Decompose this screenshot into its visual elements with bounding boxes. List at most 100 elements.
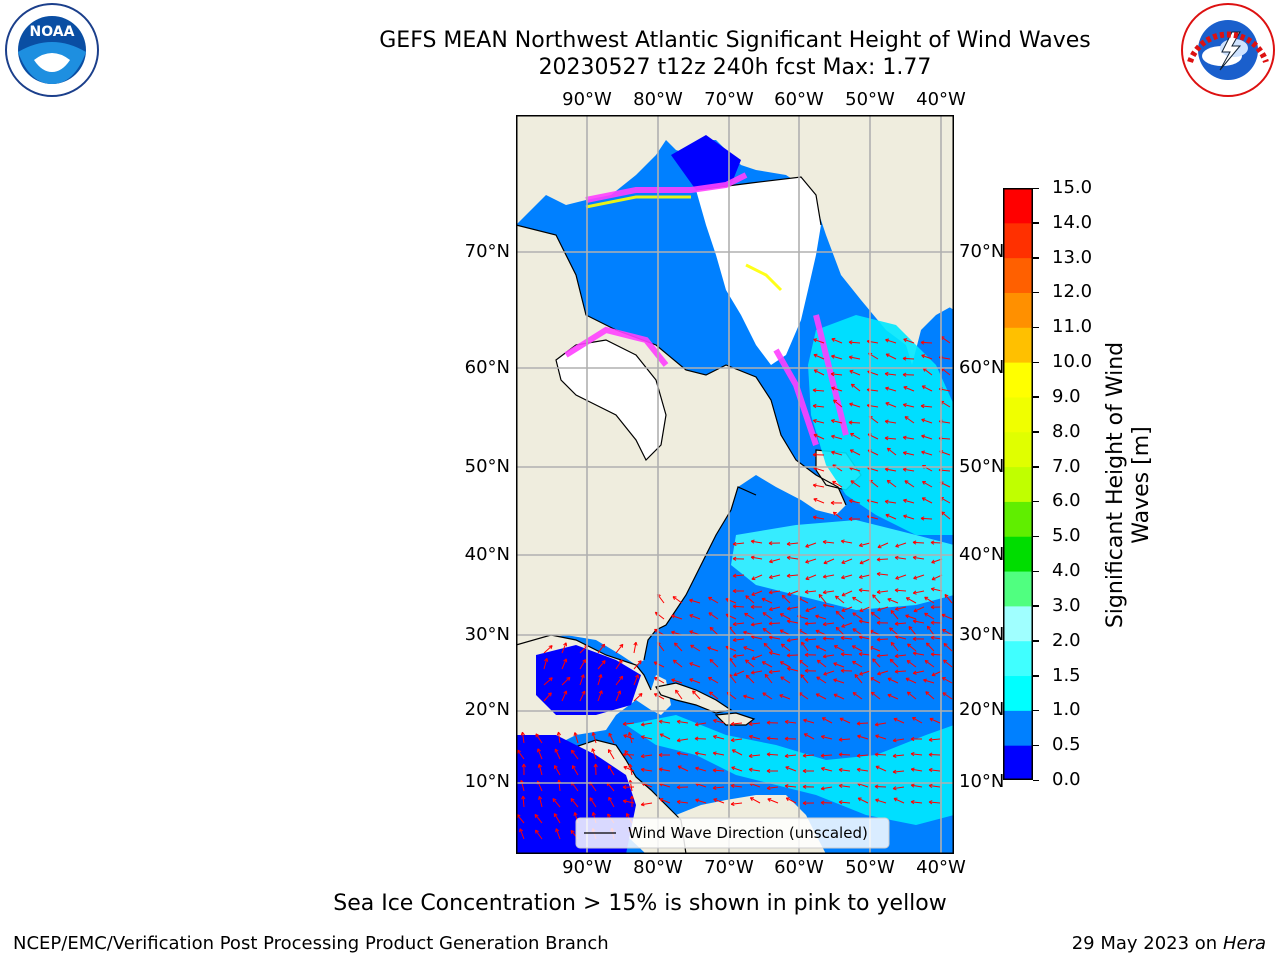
wave-direction-arrow (787, 590, 799, 596)
wave-direction-arrowhead (856, 768, 861, 772)
wave-direction-arrow (921, 435, 933, 440)
wave-direction-arrow (893, 797, 905, 804)
wave-direction-arrow (890, 610, 899, 620)
wave-direction-arrow (877, 542, 889, 548)
wave-direction-arrowhead (892, 740, 897, 743)
wave-direction-arrow (852, 692, 863, 700)
wave-direction-arrowhead (619, 675, 623, 679)
wave-direction-arrow (929, 718, 941, 724)
colorbar-band (1003, 605, 1033, 642)
wave-direction-arrowhead (840, 670, 845, 673)
wave-direction-arrowhead (876, 655, 881, 658)
wave-direction-arrow (654, 693, 665, 700)
wave-direction-arrowhead (695, 724, 699, 727)
wave-direction-arrowhead (838, 769, 843, 773)
wave-direction-arrow (907, 691, 917, 700)
wave-direction-arrowhead (766, 753, 771, 757)
wave-direction-arrowhead (930, 622, 935, 625)
wave-direction-arrow (713, 798, 725, 804)
lon-label-top-70w: 70°W (704, 89, 754, 110)
wave-direction-arrowhead (694, 738, 699, 741)
wave-direction-arrow (761, 598, 773, 604)
wave-direction-arrowhead (892, 788, 897, 791)
wave-direction-arrowhead (922, 368, 926, 372)
wave-direction-arrow (787, 667, 799, 672)
wave-direction-arrow (929, 801, 941, 804)
chart-title-line1: GEFS MEAN Northwest Atlantic Significant… (379, 28, 1091, 53)
wave-direction-arrowhead (618, 659, 623, 662)
wave-direction-arrow (942, 692, 953, 700)
wave-direction-arrowhead (905, 597, 909, 601)
wave-direction-arrowhead (787, 667, 791, 671)
wave-direction-arrowhead (744, 613, 747, 617)
wave-direction-arrow (606, 782, 615, 792)
wave-direction-arrowhead (769, 577, 773, 580)
wave-direction-arrowhead (831, 355, 835, 359)
wave-direction-arrowhead (743, 631, 747, 635)
wave-direction-arrowhead (689, 662, 693, 667)
wave-direction-arrow (885, 500, 897, 504)
wave-direction-arrow (769, 590, 781, 594)
wave-direction-arrow (804, 733, 815, 740)
wave-direction-arrow (633, 642, 637, 654)
wave-direction-arrowhead (624, 750, 627, 755)
colorbar-tick-mark (1033, 744, 1039, 747)
wave-direction-arrow (823, 670, 835, 676)
wave-direction-arrowhead (920, 517, 925, 521)
wave-direction-arrowhead (912, 717, 915, 721)
wave-direction-arrow (538, 764, 543, 776)
wave-direction-arrowhead (941, 614, 945, 618)
wave-direction-arrowhead (928, 785, 933, 788)
wave-direction-arrowhead (926, 626, 929, 630)
wave-direction-arrowhead (902, 436, 907, 440)
wave-direction-arrow (889, 658, 899, 668)
wave-direction-arrowhead (812, 516, 817, 520)
wave-direction-arrow (787, 542, 799, 545)
colorbar-tick-mark (1033, 535, 1039, 538)
wave-direction-arrow (787, 556, 799, 560)
land-cuba (656, 683, 731, 713)
land-hudson-bay (556, 340, 666, 460)
wave-direction-arrowhead (692, 690, 694, 695)
wave-direction-arrowhead (822, 637, 827, 641)
wave-direction-arrowhead (856, 755, 861, 758)
wave-direction-arrow (769, 574, 781, 579)
wave-direction-arrowhead (859, 545, 863, 548)
wave-direction-arrowhead (768, 636, 773, 640)
wave-direction-arrow (820, 754, 833, 757)
wave-direction-arrowhead (623, 734, 627, 739)
wave-direction-arrow (653, 661, 665, 668)
wave-direction-arrowhead (591, 748, 593, 753)
wave-direction-arrowhead (709, 691, 712, 696)
wave-direction-arrow (624, 750, 633, 760)
wave-direction-arrow (893, 718, 905, 724)
wave-direction-arrow (633, 674, 639, 686)
wave-direction-arrow (804, 638, 817, 641)
wave-direction-arrowhead (850, 383, 854, 388)
wave-direction-arrow (543, 692, 552, 702)
wave-direction-arrow (893, 738, 905, 742)
wave-direction-arrowhead (709, 627, 712, 631)
wave-direction-arrow (766, 753, 779, 756)
wave-direction-arrow (733, 574, 745, 577)
wave-direction-arrow (908, 626, 917, 636)
colorbar-label-text: Significant Height of Wind Waves [m] (1103, 341, 1154, 629)
wave-direction-arrow (849, 500, 861, 504)
wave-direction-arrow (877, 590, 889, 593)
wave-direction-arrow (659, 783, 671, 788)
wave-direction-arrowhead (875, 735, 879, 739)
colorbar-tick-mark (1033, 570, 1039, 573)
colorbar-tick-mark (1033, 779, 1039, 781)
wave-direction-arrowhead (833, 694, 837, 698)
wave-direction-arrowhead (659, 798, 663, 802)
wave-direction-arrowhead (851, 645, 855, 650)
wave-direction-arrowhead (921, 354, 925, 359)
lat-label-left-50n: 50°N (464, 456, 510, 477)
wave-direction-arrowhead (921, 451, 925, 455)
wave-direction-arrowhead (751, 624, 755, 627)
wave-direction-arrow (751, 622, 763, 626)
wave-direction-arrowhead (822, 624, 827, 627)
wave-direction-arrowhead (768, 623, 773, 626)
wave-direction-arrow (785, 766, 797, 772)
wave-direction-arrow (913, 620, 925, 624)
